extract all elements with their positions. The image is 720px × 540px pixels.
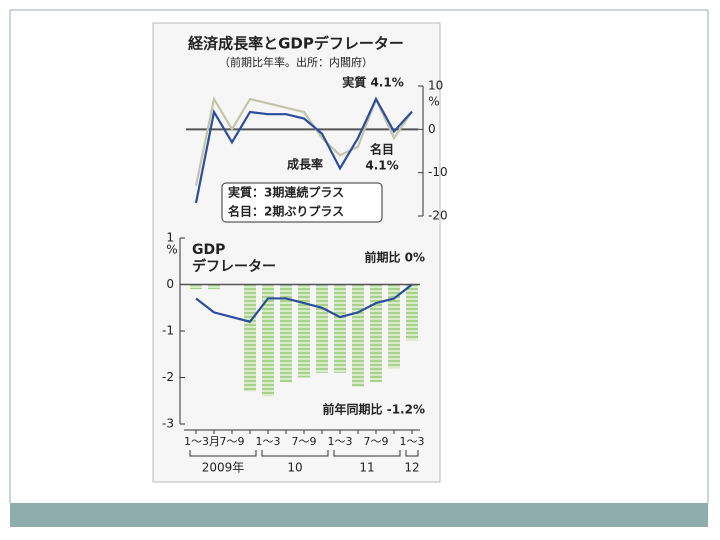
legend-label: 前期比 0% <box>364 250 425 265</box>
bar <box>280 284 292 383</box>
y-tick-label: 0 <box>428 122 436 136</box>
chart-title: GDP <box>192 242 225 258</box>
annotation: 名目：2期ぶりプラス <box>228 204 344 219</box>
annotation: 実質：3期連続プラス <box>228 185 344 200</box>
x-tick-label: 1～3月 <box>184 435 220 448</box>
bar <box>406 284 418 341</box>
x-tick-label: 7～9 <box>220 435 245 448</box>
y-unit: % <box>428 95 439 109</box>
x-tick-label: 1～3 <box>400 435 425 448</box>
x-tick-label: 7～9 <box>364 435 389 448</box>
annotation: 4.1% <box>365 159 398 173</box>
year-label: 2009年 <box>202 461 245 475</box>
chart-panel <box>152 22 441 483</box>
x-tick-label: 1～3 <box>328 435 353 448</box>
bar <box>244 284 256 392</box>
y-tick-label: -10 <box>428 165 448 179</box>
annotation: 成長率 <box>287 157 323 172</box>
y-unit: % <box>166 243 177 257</box>
y-tick-label: 1 <box>166 231 174 245</box>
y-tick-label: -20 <box>428 209 448 223</box>
bar <box>208 284 220 290</box>
bar <box>298 284 310 378</box>
bar <box>262 284 274 397</box>
chart-subtitle: （前期比年率。出所：内閣府） <box>219 55 373 69</box>
bracket <box>405 450 419 457</box>
x-tick-label: 1～3 <box>256 435 281 448</box>
y-tick-label: -1 <box>162 324 174 338</box>
annotation-box <box>221 182 383 223</box>
year-label: 12 <box>404 461 419 475</box>
bar <box>388 284 400 369</box>
bracket <box>189 450 257 457</box>
annotation: 名目 <box>370 142 394 157</box>
chart-title: 経済成長率とGDPデフレーター <box>188 35 404 53</box>
annotation: 実質 4.1% <box>342 75 403 90</box>
bracket <box>261 450 329 457</box>
series-line <box>194 96 413 204</box>
bar <box>370 284 382 383</box>
bar <box>316 284 328 373</box>
series-line <box>195 283 413 323</box>
y-tick-label: -3 <box>162 417 174 431</box>
y-tick-label: 10 <box>428 79 443 93</box>
year-label: 11 <box>359 461 374 475</box>
legend-label: 前年同期比 -1.2% <box>323 402 425 417</box>
bar <box>334 284 346 373</box>
y-tick-label: 0 <box>166 277 174 291</box>
chart-subtitle: デフレーター <box>192 258 276 275</box>
bar <box>190 284 202 290</box>
x-tick-label: 7～9 <box>292 435 317 448</box>
year-label: 10 <box>287 461 302 475</box>
bracket <box>333 450 401 457</box>
y-tick-label: -2 <box>162 370 174 384</box>
bar <box>352 284 364 387</box>
footer-bar <box>10 503 708 527</box>
